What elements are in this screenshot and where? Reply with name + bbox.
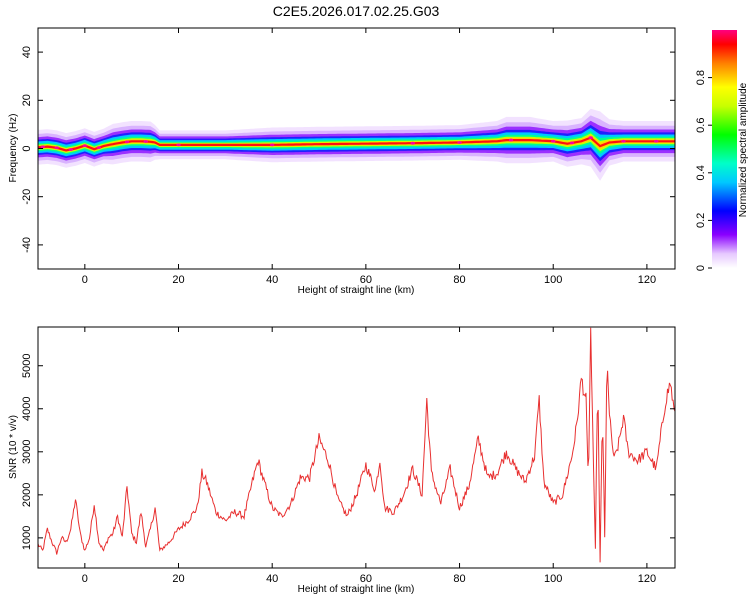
spectrogram-peak [588,136,593,140]
snr-x-tick-label: 120 [638,573,656,585]
spectrogram-peak [457,141,462,144]
snr-x-tick-label: 0 [82,573,88,585]
figure-title: C2E5.2026.017.02.25.G03 [273,3,440,19]
snr-y-tick-label: 4000 [21,397,33,421]
snr-background [38,327,675,568]
spectrogram-y-tick-label: -20 [21,189,33,205]
snr-x-tick-label: 20 [172,573,184,585]
colorbar-tick-label: 0.8 [695,70,707,85]
snr-x-tick-label: 80 [453,573,465,585]
snr-frame [37,326,676,569]
spectrogram-peak [143,140,148,143]
spectrogram-peak [654,139,659,143]
spectrogram-heatmap [37,108,675,181]
spectrogram-x-label: Height of straight line (km) [298,285,415,296]
colorbar-ticks: 0 0.2 0.4 0.6 0.8 [695,70,712,271]
spectrogram-peak [96,146,102,150]
spectrogram-x-ticks: 0 20 40 60 80 100 120 [82,28,656,286]
snr-x-tick-label: 40 [266,573,278,585]
spectrogram-peak [269,143,275,147]
snr-y-tick-label: 1000 [21,526,33,550]
spectrogram-y-label: Frequency (Hz) [8,114,19,183]
spectrogram-peak [82,144,88,148]
spectrogram-peak [551,139,556,143]
snr-x-tick-label: 60 [360,573,372,585]
spectrogram-y-tick-label: -40 [21,237,33,253]
spectrogram-y-tick-label: 20 [21,94,33,106]
snr-series-line [38,327,675,563]
spectrogram-x-tick-label: 100 [544,274,562,286]
colorbar-tick-label: 0.2 [695,213,707,228]
spectrogram-peak [569,141,575,145]
spectrogram-x-tick-label: 120 [638,274,656,286]
snr-y-label: SNR (10 * v/v) [8,415,19,479]
spectrogram-y-tick-label: 0 [21,145,33,151]
snr-x-ticks: 0 20 40 60 80 100 120 [82,327,656,585]
spectrogram-x-tick-label: 20 [172,274,184,286]
spectrogram-peak [54,146,59,150]
colorbar-tick-label: 0.6 [695,118,707,133]
spectrogram-x-tick-label: 80 [453,274,465,286]
spectrogram-y-ticks: -40 -20 0 20 40 [21,46,675,253]
snr-y-tick-label: 3000 [21,440,33,464]
spectrogram-peak [40,145,45,149]
spectrogram-peak [68,148,73,151]
snr-panel: 0 20 40 60 80 100 120 1000 2000 3000 4000 5000 Hei… [8,326,676,595]
spectrogram-panel: 0 20 40 60 80 100 120 -40 -20 0 20 40 Height of st… [8,27,676,296]
spectrogram-x-tick-label: 40 [266,274,278,286]
snr-x-tick-label: 100 [544,573,562,585]
colorbar: 0 0.2 0.4 0.6 0.8 Normalized spectral amplit… [695,30,749,271]
colorbar-gradient [712,30,737,268]
spectrogram-peak [508,138,514,142]
snr-y-tick-label: 2000 [21,483,33,507]
spectrogram-y-tick-label: 40 [21,46,33,58]
snr-y-tick-label: 5000 [21,353,33,377]
colorbar-label: Normalized spectral amplitude [738,82,749,217]
colorbar-tick-label: 0.4 [695,165,707,180]
spectrogram-x-tick-label: 0 [82,274,88,286]
spectrogram-x-tick-label: 60 [360,274,372,286]
snr-y-ticks: 1000 2000 3000 4000 5000 [21,353,675,550]
spectrogram-peak [124,140,130,144]
colorbar-tick-label: 0 [695,265,707,271]
spectrogram-peak [621,139,626,143]
spectrogram-peak [176,143,181,147]
spectrogram-peak [410,141,415,145]
snr-x-label: Height of straight line (km) [298,584,415,595]
